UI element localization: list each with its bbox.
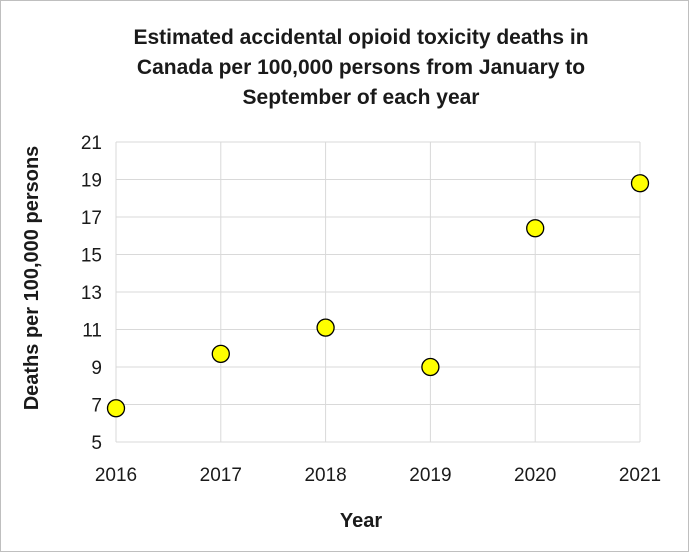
x-axis-title: Year [340,510,382,532]
data-point [421,357,440,377]
y-tick-labels: 5 7 9 11 13 15 17 19 21 [81,133,102,454]
gridlines [115,141,641,443]
x-tick-label: 2021 [619,465,661,486]
y-tick-label: 19 [81,171,102,192]
x-tick-labels: 2016 2017 2018 2019 2020 2021 [95,465,661,486]
data-points [106,174,650,418]
y-tick-label: 7 [91,396,102,417]
x-tick-label: 2019 [409,465,451,486]
x-tick-label: 2016 [95,465,137,486]
y-tick-label: 11 [82,321,102,342]
chart-title-line-2: Canada per 100,000 persons from January … [136,56,586,79]
chart-title-line-3: September of each year [242,86,480,109]
data-point [630,174,650,193]
y-tick-label: 5 [91,433,102,454]
chart-title: Estimated accidental opioid toxicity dea… [61,23,661,113]
y-axis-title: Deaths per 100,000 persons [21,146,43,411]
y-tick-label: 15 [81,246,102,267]
x-tick-label: 2018 [304,465,346,486]
chart-title-line-1: Estimated accidental opioid toxicity dea… [133,26,589,49]
data-point [106,399,126,418]
data-point [316,318,335,337]
x-tick-label: 2017 [200,465,242,486]
data-point [526,219,545,238]
y-tick-label: 17 [81,208,102,229]
data-point [211,344,230,364]
y-tick-label: 9 [91,358,102,379]
y-tick-label: 21 [81,133,102,154]
x-tick-label: 2020 [514,465,556,486]
y-tick-label: 13 [81,283,102,304]
